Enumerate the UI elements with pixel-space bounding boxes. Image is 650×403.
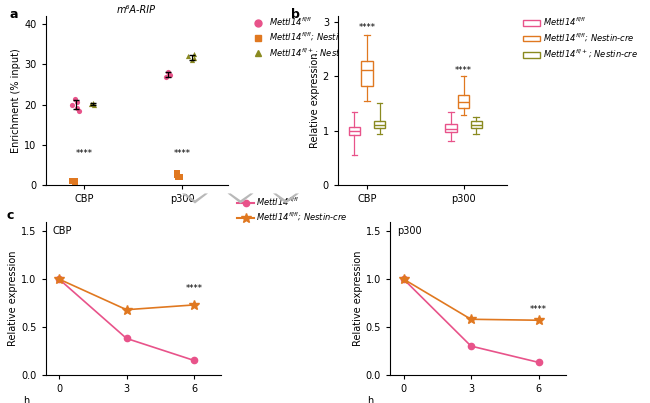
Text: ****: **** <box>358 23 376 31</box>
Point <box>172 172 183 179</box>
Point <box>188 55 199 62</box>
Text: b: b <box>291 8 300 21</box>
Point <box>175 174 185 181</box>
Point <box>162 69 173 75</box>
Y-axis label: Enrichment (% input): Enrichment (% input) <box>11 48 21 153</box>
Point <box>88 102 99 108</box>
Text: ****: **** <box>174 149 190 158</box>
Y-axis label: Relative expression: Relative expression <box>8 251 18 346</box>
Text: ****: **** <box>75 149 92 158</box>
Point <box>73 108 84 114</box>
Text: h: h <box>23 396 29 403</box>
Point <box>70 96 80 102</box>
Polygon shape <box>227 193 254 204</box>
PathPatch shape <box>458 95 469 108</box>
Point <box>88 100 98 106</box>
Legend: Mettl14$^{fl/fl}$, Mettl14$^{fl/fl}$; Nestin-cre: Mettl14$^{fl/fl}$, Mettl14$^{fl/fl}$; Ne… <box>234 192 352 226</box>
Text: ****: **** <box>185 284 203 293</box>
Text: ****: **** <box>530 305 547 314</box>
Text: a: a <box>9 8 18 21</box>
Legend: Mettl14$^{fl/fl}$, Mettl14$^{fl/fl}$; Nestin-cre, Mettl14$^{fl/+}$; Nestin-cre: Mettl14$^{fl/fl}$, Mettl14$^{fl/fl}$; Ne… <box>246 12 367 62</box>
Point <box>187 57 197 64</box>
Point <box>68 177 78 184</box>
Text: CBP: CBP <box>53 226 72 236</box>
Point <box>172 170 183 177</box>
PathPatch shape <box>445 124 456 132</box>
Point <box>66 102 77 108</box>
Legend: Mettl14$^{fl/fl}$, Mettl14$^{fl/fl}$; Nestin-cre, Mettl14$^{fl/+}$; Nestin-cre: Mettl14$^{fl/fl}$, Mettl14$^{fl/fl}$; Ne… <box>519 12 642 64</box>
Point <box>165 71 176 78</box>
Y-axis label: Relative expression: Relative expression <box>353 251 363 346</box>
Polygon shape <box>273 193 299 204</box>
Text: ****: **** <box>455 66 472 75</box>
Y-axis label: Relative expression: Relative expression <box>310 53 320 148</box>
Text: p300: p300 <box>397 226 422 236</box>
Point <box>183 53 194 60</box>
Point <box>173 173 183 180</box>
Polygon shape <box>182 193 208 204</box>
Point <box>86 101 97 107</box>
PathPatch shape <box>361 61 372 86</box>
Point <box>72 98 83 105</box>
Point <box>161 74 171 81</box>
PathPatch shape <box>349 127 360 135</box>
Point <box>188 51 199 58</box>
Title: m⁶A-RIP: m⁶A-RIP <box>117 5 156 15</box>
Text: c: c <box>7 210 14 222</box>
Point <box>72 105 82 111</box>
Point <box>70 179 80 185</box>
Point <box>70 178 81 185</box>
Text: h: h <box>367 396 374 403</box>
PathPatch shape <box>374 121 385 128</box>
PathPatch shape <box>471 121 482 128</box>
